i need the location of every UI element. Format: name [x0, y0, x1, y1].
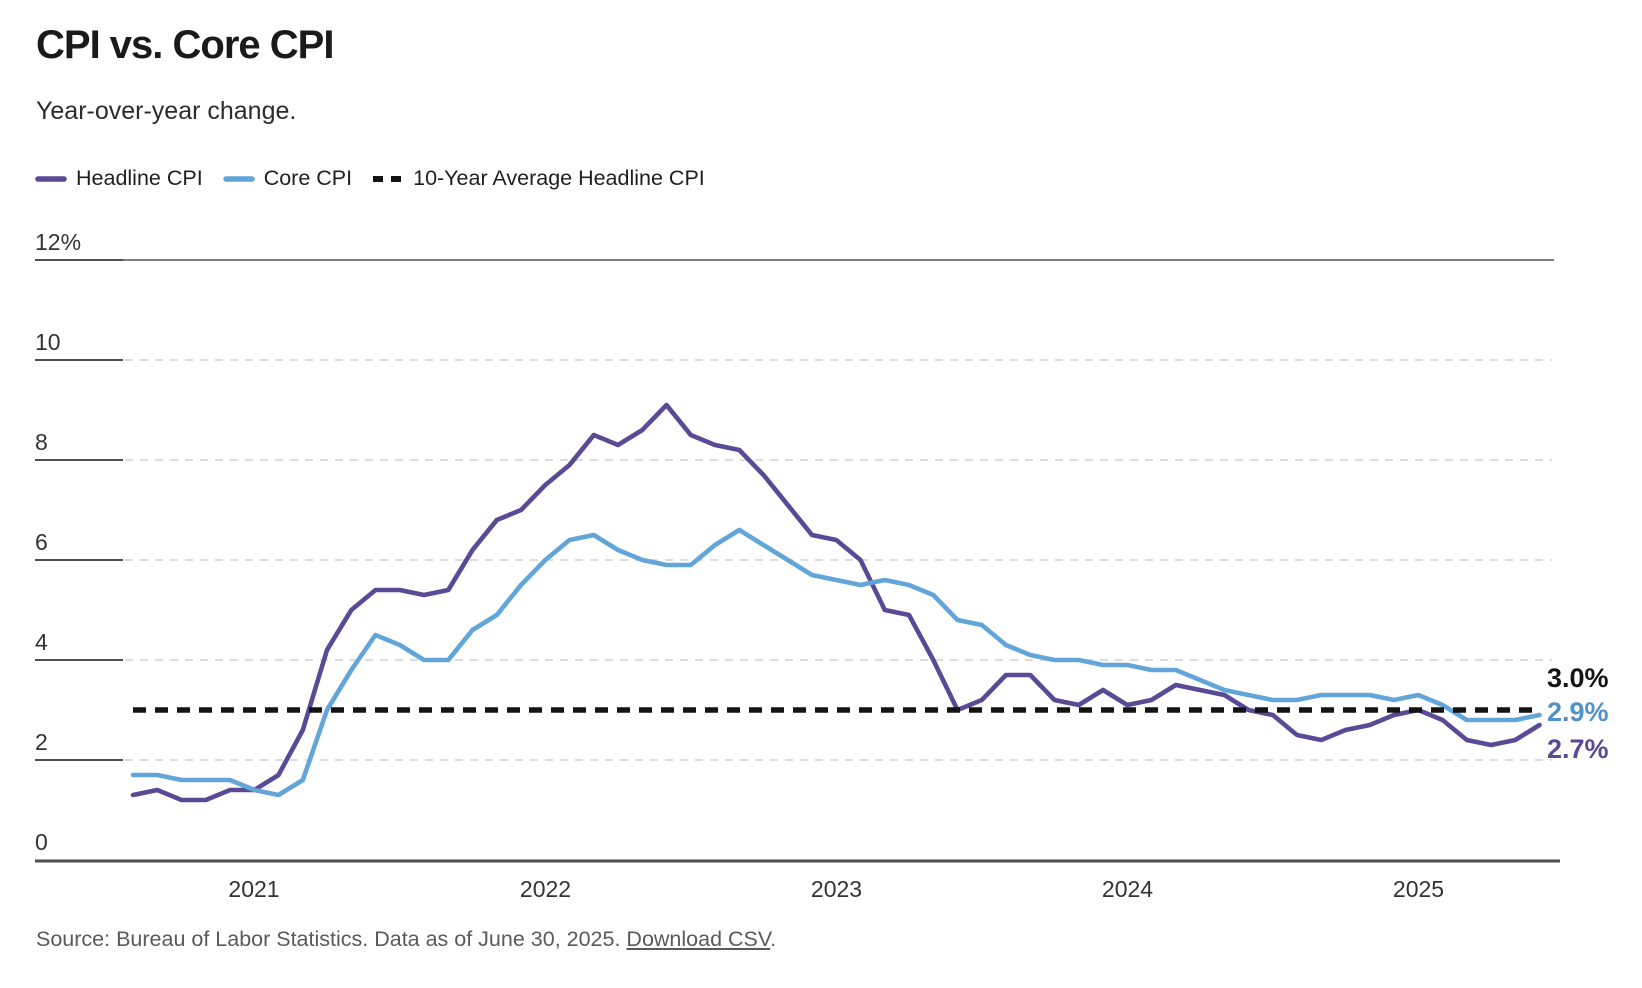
headline-cpi-end-label: 2.7% — [1547, 734, 1609, 764]
end-value-labels: 3.0% 2.9% 2.7% — [1547, 663, 1609, 764]
chart-subtitle: Year-over-year change. — [36, 97, 297, 125]
y-label-6: 6 — [35, 529, 48, 555]
x-axis-labels: 2021 2022 2023 2024 2025 — [228, 876, 1444, 902]
series-layer — [130, 402, 1542, 803]
headline-cpi-line — [130, 402, 1542, 803]
y-label-2: 2 — [35, 729, 48, 755]
x-label-2024: 2024 — [1102, 876, 1153, 902]
avg-end-label: 3.0% — [1547, 663, 1609, 693]
core-cpi-end-label: 2.9% — [1547, 697, 1609, 727]
x-label-2025: 2025 — [1393, 876, 1444, 902]
core-cpi-swatch-icon — [222, 175, 255, 182]
legend-item-headline-cpi: Headline CPI — [35, 166, 203, 191]
headline-cpi-swatch-icon — [35, 175, 67, 182]
source-text: Source: Bureau of Labor Statistics. Data… — [36, 927, 627, 951]
y-label-4: 4 — [35, 629, 48, 655]
source-suffix: . — [770, 927, 777, 951]
chart-title: CPI vs. Core CPI — [36, 23, 334, 67]
legend-label-headline-cpi: Headline CPI — [76, 166, 203, 190]
legend-label-core-cpi: Core CPI — [263, 166, 353, 190]
x-label-2022: 2022 — [520, 876, 571, 902]
y-label-10: 10 — [35, 329, 61, 355]
x-label-2023: 2023 — [811, 876, 862, 902]
y-label-8: 8 — [35, 429, 48, 455]
y-label-12: 12% — [35, 229, 81, 255]
grid-layer — [35, 259, 1560, 863]
legend: Headline CPI Core CPI 10-Year Average He… — [35, 166, 705, 191]
core-cpi-line — [130, 527, 1542, 798]
legend-item-10yr-average: 10-Year Average Headline CPI — [372, 166, 705, 191]
legend-item-core-cpi: Core CPI — [222, 166, 353, 191]
x-label-2021: 2021 — [228, 876, 279, 902]
y-label-0: 0 — [35, 829, 48, 855]
y-axis-labels: 12% 10 8 6 4 2 0 — [35, 229, 81, 855]
dashed-line-swatch-icon — [373, 175, 404, 182]
download-csv-link[interactable]: Download CSV — [626, 927, 771, 951]
source-note: Source: Bureau of Labor Statistics. Data… — [36, 927, 776, 952]
legend-label-10yr-average: 10-Year Average Headline CPI — [413, 166, 705, 190]
